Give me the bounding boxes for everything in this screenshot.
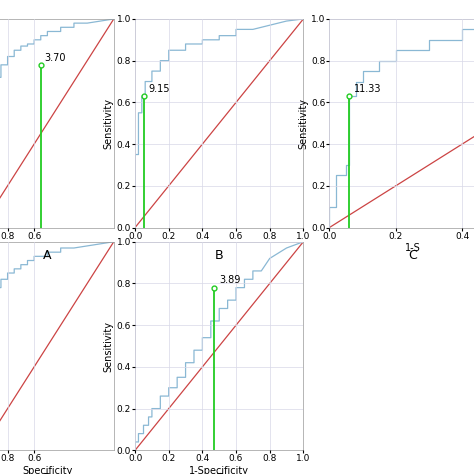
Text: 9.15: 9.15 — [148, 84, 170, 94]
X-axis label: 1-S: 1-S — [404, 244, 420, 254]
Y-axis label: Sensitivity: Sensitivity — [298, 98, 308, 149]
X-axis label: Specificity: Specificity — [22, 244, 73, 254]
Y-axis label: Sensitivity: Sensitivity — [104, 98, 114, 149]
Text: 3.89: 3.89 — [219, 275, 241, 285]
Text: A: A — [43, 249, 52, 262]
Text: 11.33: 11.33 — [354, 84, 382, 94]
Text: C: C — [408, 249, 417, 262]
Text: B: B — [215, 249, 224, 262]
X-axis label: Specificity: Specificity — [22, 466, 73, 474]
Y-axis label: Sensitivity: Sensitivity — [104, 320, 114, 372]
Text: E: E — [215, 472, 223, 474]
X-axis label: 1-Specificity: 1-Specificity — [189, 244, 249, 254]
X-axis label: 1-Specificity: 1-Specificity — [189, 466, 249, 474]
Text: D: D — [43, 472, 52, 474]
Text: 3.70: 3.70 — [45, 53, 66, 63]
